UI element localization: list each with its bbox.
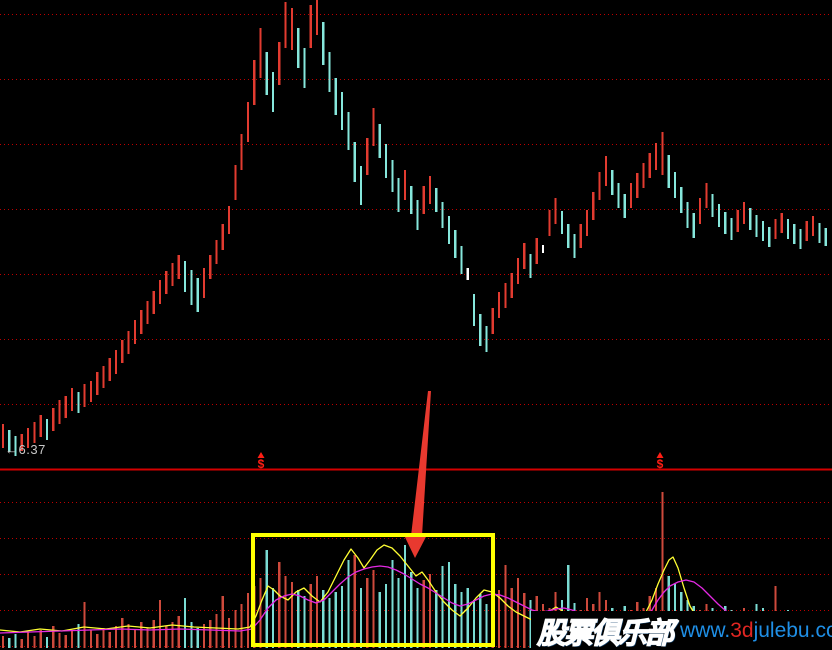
watermark-url: www.3djulebu.com [680,619,832,643]
dollar-signal-icon: $ [258,457,265,471]
price-bars [1,0,827,456]
watermark: 股票俱乐部 www.3djulebu.com [531,611,832,650]
highlight-box [251,533,495,647]
slow-ma-line [0,565,832,634]
dollar-signal-icon: $ [657,457,664,471]
signal-markers: $ $ [257,452,664,471]
watermark-url-highlight: 3d [730,618,754,642]
watermark-url-suffix: julebu.com [753,618,832,642]
start-price-label: ←6.37 [5,442,46,457]
annotation-arrow [403,391,431,558]
watermark-url-prefix: www. [680,618,731,642]
watermark-brand: 股票俱乐部 [536,615,674,650]
